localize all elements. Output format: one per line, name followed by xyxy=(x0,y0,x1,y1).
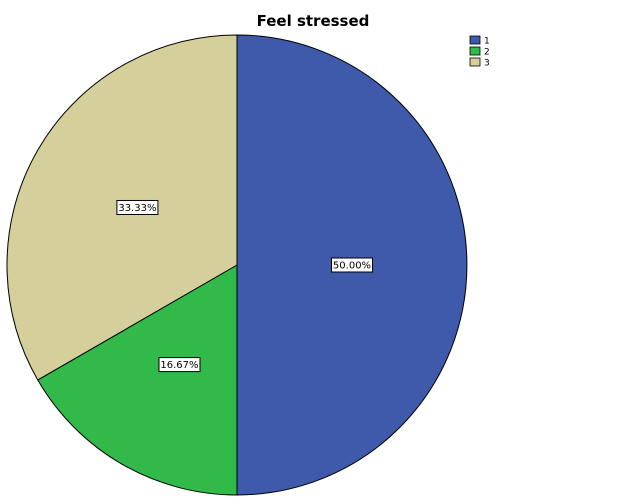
slice-label-text: 16.67% xyxy=(160,360,198,371)
slice-label-2: 16.67% xyxy=(158,357,201,373)
slice-label-text: 50.00% xyxy=(333,261,371,272)
legend-label-2: 2 xyxy=(484,48,490,58)
slice-label-text: 33.33% xyxy=(118,203,156,214)
pie-slice-labels: 50.00% 16.67% 33.33% xyxy=(116,199,373,373)
legend-label-3: 3 xyxy=(484,59,490,69)
pie-slices xyxy=(6,34,468,496)
slice-label-3: 33.33% xyxy=(116,199,159,215)
legend-swatch-2 xyxy=(469,46,481,56)
pie-slice-2 xyxy=(37,264,238,496)
slice-label-1: 50.00% xyxy=(331,257,373,273)
chart-title: Feel stressed xyxy=(257,12,370,30)
legend-swatch-1 xyxy=(469,35,481,45)
legend-swatch-3 xyxy=(469,57,481,67)
legend-label-1: 1 xyxy=(484,37,490,47)
chart-legend: 123 xyxy=(469,35,490,69)
